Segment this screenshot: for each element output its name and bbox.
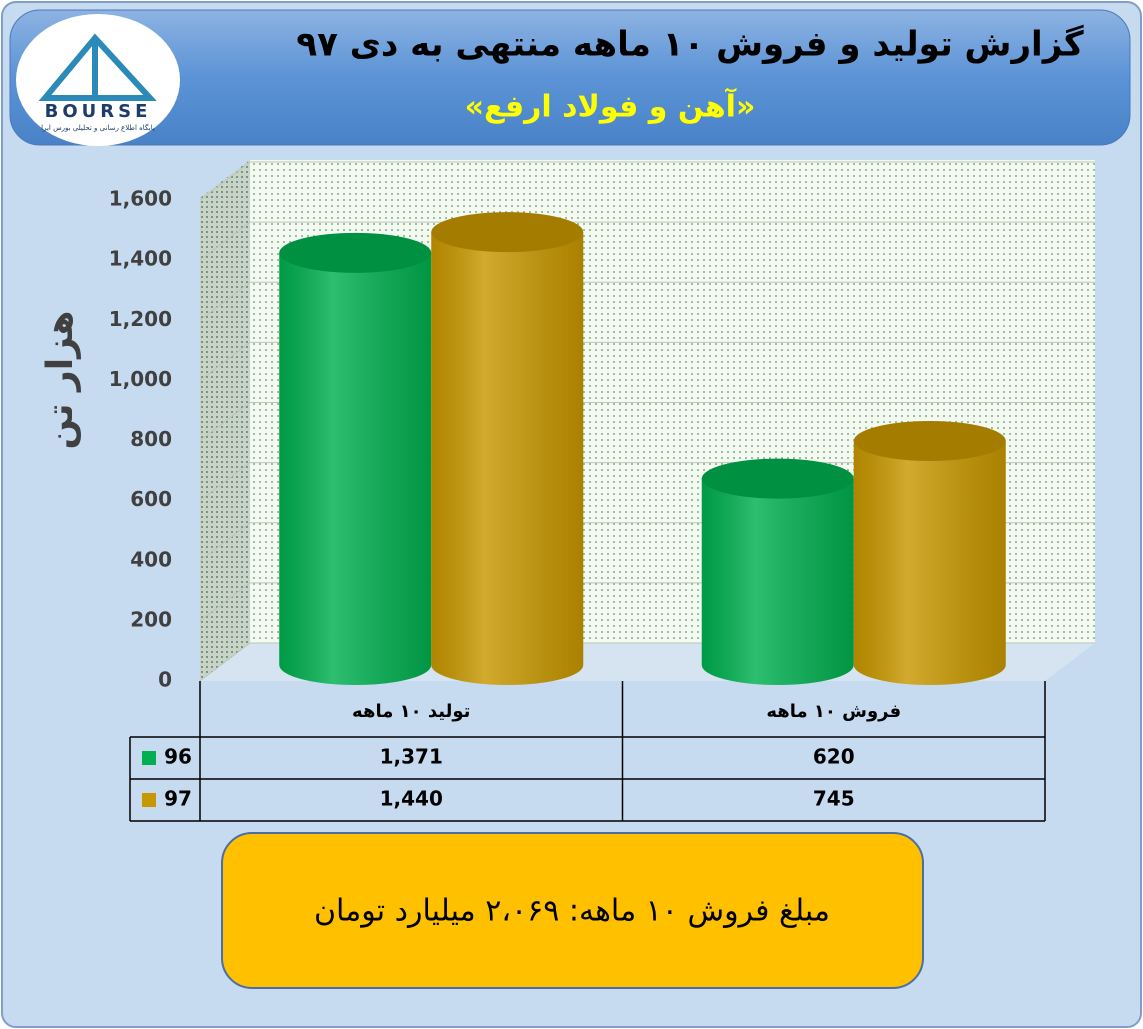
y-tick-label: 800 (130, 427, 172, 451)
bar-top-shade (701, 458, 854, 499)
x-tick-label: تولید ۱۰ ماهه (352, 701, 470, 722)
grid-line (199, 281, 1095, 321)
bar-top (279, 232, 432, 273)
grid-line (199, 402, 1095, 441)
side-wall (200, 160, 250, 681)
bar-shade (701, 478, 854, 685)
legend-swatch (142, 793, 156, 807)
bar-top (431, 212, 584, 253)
bar-top (853, 421, 1006, 462)
bar-top-shade (431, 212, 584, 253)
bar-shade (431, 232, 584, 685)
legend-swatch (142, 751, 156, 765)
chart-title: گزارش تولید و فروش ۱۰ ماهه منتهی به دی ۹… (296, 25, 1083, 65)
header-banner (9, 9, 1131, 146)
logo-caption: پایگاه اطلاع رسانی و تحلیلی بورس ایرا (41, 123, 155, 132)
grid-line (199, 161, 1095, 201)
logo-text: BOURSE (45, 101, 152, 122)
grid-line (199, 341, 1095, 381)
bar-shade (853, 441, 1006, 685)
chart-subtitle: «آهن و فولاد ارفع» (465, 88, 756, 125)
table-value: 1,440 (380, 787, 443, 811)
x-tick-label: فروش ۱۰ ماهه (766, 701, 901, 722)
note: مبلغ فروش ۱۰ ماهه: ۲،۰۶۹ میلیارد تومان (314, 894, 830, 929)
legend-label: 97 (164, 787, 192, 811)
logo-icon (38, 33, 157, 101)
bar-top-shade (279, 232, 432, 273)
bar-top (701, 458, 854, 499)
y-tick-label: 400 (130, 547, 172, 571)
grid-line (199, 221, 1095, 261)
table-value: 1,371 (380, 745, 443, 769)
y-tick-label: 1,200 (109, 307, 172, 331)
bar-shade (279, 252, 432, 685)
bar-top-shade (853, 421, 1006, 462)
y-tick-label: 600 (130, 487, 172, 511)
y-tick-label: 1,000 (109, 367, 172, 391)
legend-label: 96 (164, 745, 192, 769)
y-tick-label: 200 (130, 607, 172, 631)
y-tick-label: 1,400 (109, 247, 172, 271)
y-tick-label: 0 (158, 668, 172, 692)
y-tick-label: 1,600 (109, 187, 172, 211)
note-box (221, 832, 924, 989)
table-value: 745 (813, 787, 855, 811)
table-value: 620 (813, 745, 855, 769)
y-axis-label: هزار تن (40, 311, 81, 450)
